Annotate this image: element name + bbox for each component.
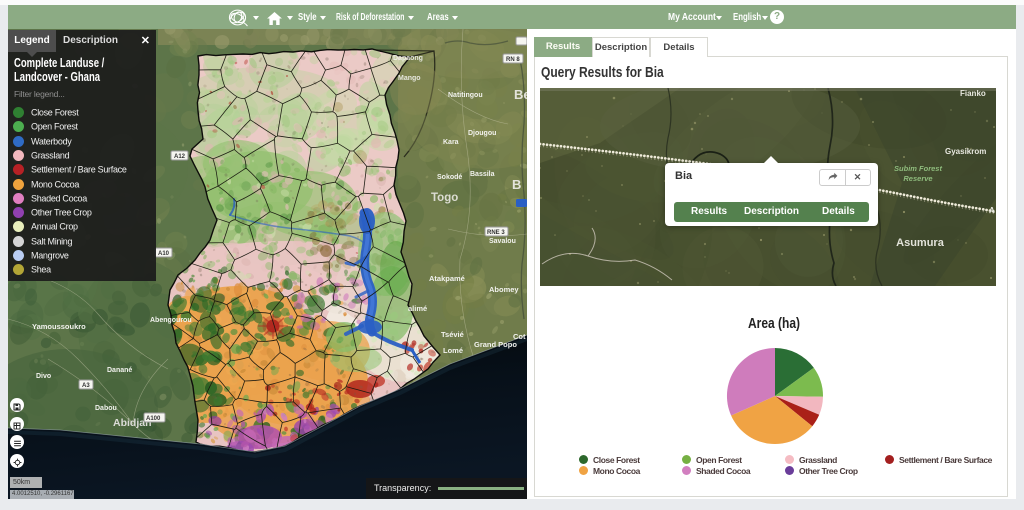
svg-text:Fianko: Fianko (960, 89, 986, 98)
svg-text:Reserve: Reserve (903, 174, 932, 183)
svg-text:Abengourou: Abengourou (150, 317, 192, 324)
svg-text:A100: A100 (146, 416, 161, 422)
svg-text:Be: Be (514, 87, 527, 102)
svg-text:RNE 3: RNE 3 (487, 230, 505, 236)
svg-text:Sokodé: Sokodé (437, 174, 462, 181)
svg-text:Danané: Danané (107, 367, 132, 374)
svg-text:Yamoussoukro: Yamoussoukro (32, 322, 86, 331)
svg-text:Abomey: Abomey (489, 285, 519, 294)
svg-text:Kara: Kara (443, 139, 459, 146)
svg-text:Cot: Cot (513, 332, 526, 341)
svg-text:Togo: Togo (431, 192, 458, 204)
svg-text:Grand Popo: Grand Popo (474, 340, 517, 349)
svg-text:Djougou: Djougou (468, 130, 496, 137)
svg-text:Dabou: Dabou (95, 405, 117, 412)
svg-text:A3: A3 (82, 383, 90, 389)
svg-text:Tsévié: Tsévié (441, 330, 464, 339)
svg-text:Divo: Divo (36, 373, 51, 380)
svg-text:RN 8: RN 8 (506, 57, 520, 63)
svg-text:Atakpamé: Atakpamé (429, 274, 465, 283)
svg-text:Subim Forest: Subim Forest (894, 164, 942, 173)
svg-text:Bassila: Bassila (470, 171, 495, 178)
svg-text:Abidjan: Abidjan (113, 417, 152, 429)
svg-text:Gyasikrom: Gyasikrom (945, 147, 986, 156)
svg-text:A10: A10 (158, 251, 170, 257)
svg-text:A12: A12 (174, 154, 186, 160)
svg-text:B: B (512, 177, 521, 192)
svg-text:Dapaong: Dapaong (393, 55, 423, 62)
svg-text:A: A (989, 206, 995, 215)
svg-text:Mango: Mango (398, 75, 421, 82)
svg-text:Natitingou: Natitingou (448, 92, 483, 99)
svg-text:alimé: alimé (408, 304, 427, 313)
svg-text:Asumura: Asumura (896, 237, 945, 249)
svg-text:Savalou: Savalou (489, 238, 516, 245)
svg-text:Lomé: Lomé (443, 346, 463, 355)
